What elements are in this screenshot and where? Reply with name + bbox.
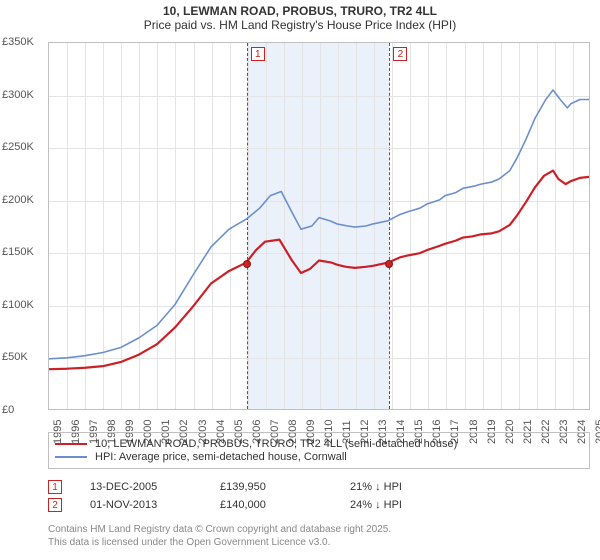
y-tick-label: £50K [2,351,28,363]
y-tick-label: £150K [2,246,34,258]
transaction-date: 13-DEC-2005 [90,481,200,493]
transaction-marker: 2 [48,498,62,512]
legend-item: HPI: Average price, semi-detached house,… [55,451,583,463]
legend-label: HPI: Average price, semi-detached house,… [95,451,347,463]
price-point [385,260,393,268]
transaction-date: 01-NOV-2013 [90,499,200,511]
transaction-marker: 1 [48,480,62,494]
series-lines [49,43,589,409]
chart-titles: 10, LEWMAN ROAD, PROBUS, TRURO, TR2 4LL … [0,0,600,32]
plot-area: 12 [48,42,590,410]
legend-label: 10, LEWMAN ROAD, PROBUS, TRURO, TR2 4LL … [95,438,457,450]
series-price_paid [49,171,589,370]
chart-title-sub: Price paid vs. HM Land Registry's House … [0,18,600,32]
chart-title-main: 10, LEWMAN ROAD, PROBUS, TRURO, TR2 4LL [0,4,600,18]
transaction-row: 1 13-DEC-2005 £139,950 21% ↓ HPI [48,478,590,496]
price-point [243,260,251,268]
transaction-row: 2 01-NOV-2013 £140,000 24% ↓ HPI [48,496,590,514]
legend-item: 10, LEWMAN ROAD, PROBUS, TRURO, TR2 4LL … [55,438,583,450]
transaction-vs-hpi: 21% ↓ HPI [350,481,402,493]
legend-swatch [55,456,87,458]
y-tick-label: £350K [2,36,34,48]
legend-swatch [55,443,87,445]
transaction-vs-hpi: 24% ↓ HPI [350,499,402,511]
chart-container: 10, LEWMAN ROAD, PROBUS, TRURO, TR2 4LL … [0,0,600,560]
x-tick-label: 2025 [594,420,600,444]
y-tick-label: £250K [2,141,34,153]
y-tick-label: £0 [2,404,14,416]
marker-box: 2 [393,47,407,61]
footer-attribution: Contains HM Land Registry data © Crown c… [48,524,590,549]
y-tick-label: £100K [2,299,34,311]
y-tick-label: £200K [2,194,34,206]
transaction-price: £139,950 [220,481,330,493]
transaction-price: £140,000 [220,499,330,511]
footer-line-2: This data is licensed under the Open Gov… [48,537,590,550]
footer-line-1: Contains HM Land Registry data © Crown c… [48,524,590,537]
legend: 10, LEWMAN ROAD, PROBUS, TRURO, TR2 4LL … [48,432,590,469]
marker-box: 1 [251,47,265,61]
series-hpi [49,90,589,359]
y-tick-label: £300K [2,89,34,101]
transactions-table: 1 13-DEC-2005 £139,950 21% ↓ HPI 2 01-NOV-201… [48,478,590,514]
